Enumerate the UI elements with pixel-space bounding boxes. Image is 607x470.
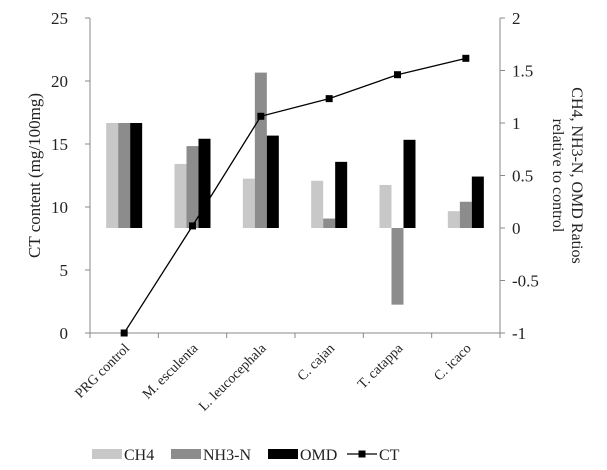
right-tick-label: 0 [512,219,521,238]
bar-omd [130,123,143,228]
bar-nh3-n [254,72,267,228]
left-tick-label: 5 [60,261,69,280]
legend-label-ch4: CH4 [124,447,154,464]
bar-nh3-n [391,228,404,305]
point-ct [257,112,265,120]
bar-nh3-n [323,218,336,228]
x-category-label: L. leucocephala [196,341,270,415]
bar-omd [403,139,416,228]
point-ct [325,95,333,103]
legend-label-ct: CT [379,447,400,464]
left-tick-label: 0 [60,324,69,343]
right-axis-title-line-2: relative to control [549,119,566,233]
bar-omd [198,138,211,228]
line-ct [123,57,466,334]
left-axis-title: CT content (mg/100mg) [25,93,44,258]
bar-nh3-n [459,201,472,228]
left-tick-label: 10 [51,198,68,217]
bar-omd [471,176,484,228]
x-category-label: T. catappa [355,341,407,393]
bar-ch4 [174,163,187,228]
legend-swatch-ch4 [92,449,122,459]
bar-ch4 [311,180,324,228]
left-tick-label: 15 [51,135,68,154]
bar-omd [335,161,348,228]
point-ct [394,71,401,79]
legend-swatch-omd [268,449,298,459]
bar-ch4 [242,178,255,228]
legend-label-nh3-n: NH3-N [203,447,251,464]
bar-nh3-n [186,146,199,228]
legend-swatch-nh3-n [171,449,201,459]
right-tick-label: 1 [512,114,521,133]
x-category-label: C. icaco [432,341,475,384]
point-ct [189,222,196,230]
left-tick-label: 20 [51,72,68,91]
right-tick-label: 1.5 [512,62,533,81]
x-category-label: M. esculenta [140,341,202,403]
point-ct [462,54,470,62]
x-category-label: PRG control [73,341,133,401]
bar-ch4 [106,123,119,228]
right-tick-label: 2 [512,9,521,28]
point-ct [120,329,128,337]
bar-nh3-n [118,123,131,228]
x-category-label: C. cajan [295,341,338,384]
right-tick-label: 0.5 [512,167,533,186]
right-tick-label: -0.5 [512,272,539,291]
left-tick-label: 25 [51,9,68,28]
bar-ch4 [447,211,460,228]
right-tick-label: -1 [512,324,526,343]
bar-omd [266,135,279,228]
legend-swatch-marker-ct [358,450,366,458]
legend-label-omd: OMD [300,447,337,464]
right-axis-title-line-1: CH4, NH3-N, OMD Ratios [568,87,585,263]
bar-ch4 [379,184,392,228]
